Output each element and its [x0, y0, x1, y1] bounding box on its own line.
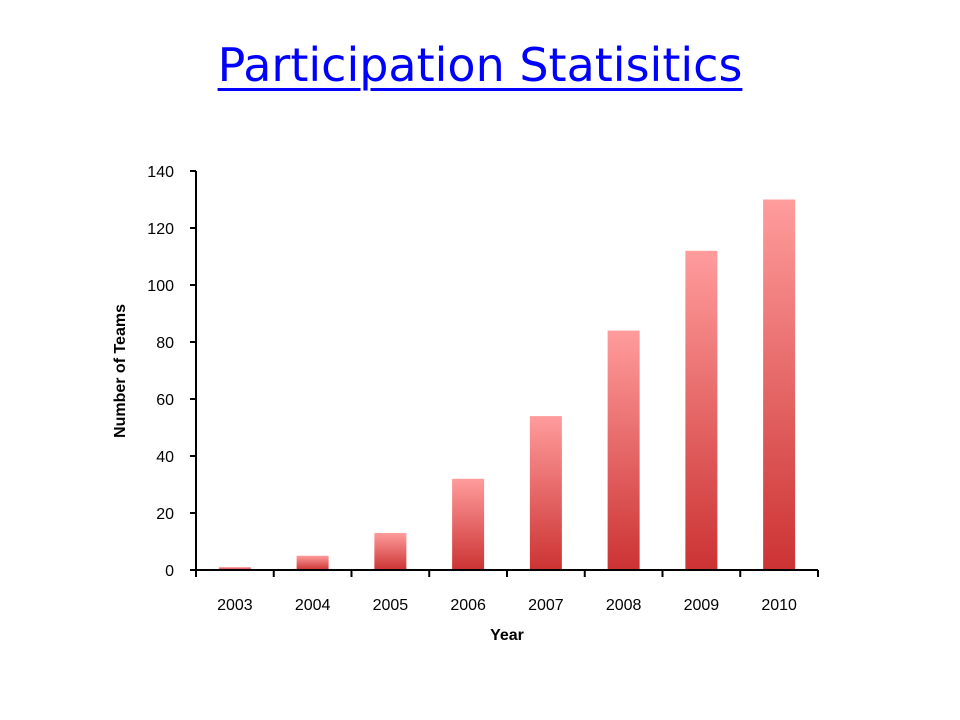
y-axis: 0 20 40 60 80 100 120 140 — [147, 164, 197, 580]
y-tick-label: 80 — [156, 335, 174, 352]
bar-2010 — [763, 199, 796, 570]
slide-title-link[interactable]: Participation Statisitics — [217, 38, 743, 92]
x-tick-label: 2005 — [373, 597, 409, 614]
y-tick-label: 60 — [156, 392, 174, 409]
slide-title[interactable]: Participation Statisitics — [0, 30, 960, 100]
bar-2008 — [607, 330, 640, 570]
x-tick-label: 2010 — [761, 597, 797, 614]
bar-2006 — [452, 478, 485, 570]
y-tick-label: 0 — [165, 563, 174, 580]
y-tick-label: 100 — [147, 278, 174, 295]
x-tick-label: 2009 — [684, 597, 720, 614]
x-tick-label: 2004 — [295, 597, 331, 614]
bar-series — [218, 199, 796, 571]
y-tick-label: 20 — [156, 506, 174, 523]
bar-2003 — [218, 567, 251, 570]
x-axis: 2003 2004 2005 2006 2007 2008 2009 2010 — [195, 569, 819, 614]
bar-2009 — [685, 250, 718, 571]
bar-2005 — [374, 532, 407, 570]
y-tick-label: 40 — [156, 449, 174, 466]
y-axis-title: Number of Teams — [112, 304, 129, 438]
y-tick-label: 120 — [147, 221, 174, 238]
x-tick-label: 2003 — [217, 597, 253, 614]
y-tick-label: 140 — [147, 164, 174, 181]
x-axis-title: Year — [490, 627, 524, 644]
bar-2004 — [296, 555, 329, 570]
x-tick-label: 2008 — [606, 597, 642, 614]
x-tick-label: 2007 — [528, 597, 564, 614]
bar-2007 — [529, 416, 562, 570]
x-tick-label: 2006 — [450, 597, 486, 614]
